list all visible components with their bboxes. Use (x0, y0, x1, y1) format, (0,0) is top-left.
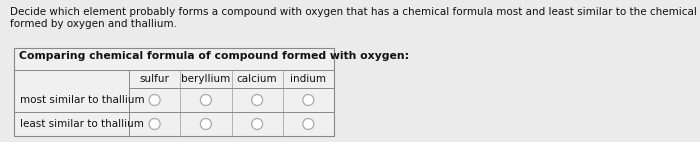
Text: Comparing chemical formula of compound formed with oxygen:: Comparing chemical formula of compound f… (19, 51, 409, 61)
Text: most similar to thallium: most similar to thallium (20, 95, 145, 105)
Text: formed by oxygen and thallium.: formed by oxygen and thallium. (10, 19, 177, 29)
Circle shape (303, 94, 314, 106)
Circle shape (149, 94, 160, 106)
Circle shape (251, 94, 262, 106)
Circle shape (200, 94, 211, 106)
Bar (14, 48, 334, 136)
Text: sulfur: sulfur (140, 74, 169, 84)
Circle shape (149, 119, 160, 130)
Text: Decide which element probably forms a compound with oxygen that has a chemical f: Decide which element probably forms a co… (10, 7, 700, 17)
Text: beryllium: beryllium (181, 74, 230, 84)
Text: indium: indium (290, 74, 326, 84)
Circle shape (303, 119, 314, 130)
Circle shape (200, 119, 211, 130)
Text: calcium: calcium (237, 74, 277, 84)
Text: least similar to thallium: least similar to thallium (20, 119, 144, 129)
Circle shape (251, 119, 262, 130)
